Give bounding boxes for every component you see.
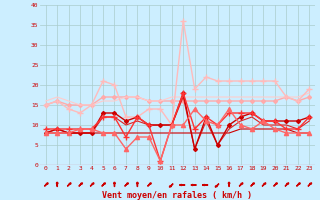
X-axis label: Vent moyen/en rafales ( km/h ): Vent moyen/en rafales ( km/h ): [102, 191, 252, 200]
